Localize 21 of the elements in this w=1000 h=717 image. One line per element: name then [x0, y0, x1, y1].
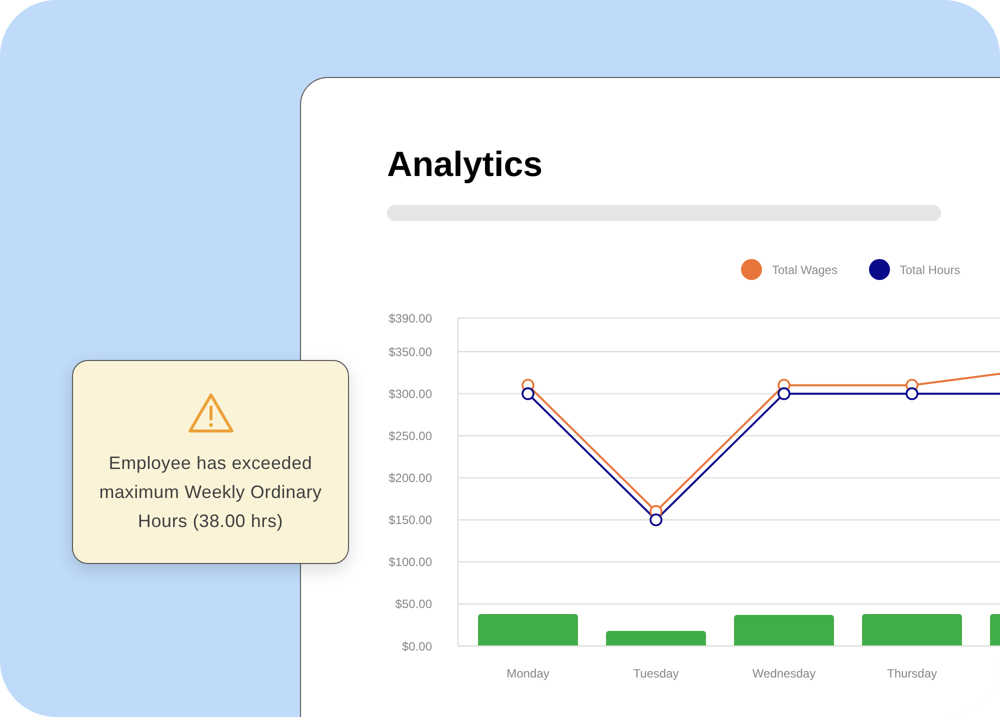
chart-title: Analytics: [387, 145, 543, 185]
x-tick-label: Tuesday: [633, 666, 679, 681]
x-tick-label: Thursday: [886, 666, 938, 681]
point: [522, 387, 534, 400]
y-tick-label: $150.00: [388, 513, 432, 528]
alert-card: Employee has exceeded maximum Weekly Ordinary Hours (38.00 hrs): [72, 360, 349, 564]
point: [906, 387, 918, 400]
y-tick-label: $200.00: [388, 471, 432, 486]
y-tick-label: $300.00: [388, 386, 432, 401]
legend-label: Total Hours: [900, 262, 960, 276]
y-tick-label: $50.00: [395, 597, 432, 612]
point: [650, 513, 662, 526]
y-tick-label: $100.00: [388, 555, 432, 570]
x-tick-label: Wednesday: [752, 666, 816, 681]
point: [778, 387, 790, 400]
x-tick-label: Monday: [506, 666, 550, 681]
y-tick-label: $350.00: [388, 344, 432, 359]
legend-label: Total Wages: [772, 262, 838, 276]
y-tick-label: $250.00: [388, 429, 432, 444]
y-tick-label: $0.00: [402, 639, 432, 654]
y-tick-label: $390.00: [388, 311, 432, 326]
